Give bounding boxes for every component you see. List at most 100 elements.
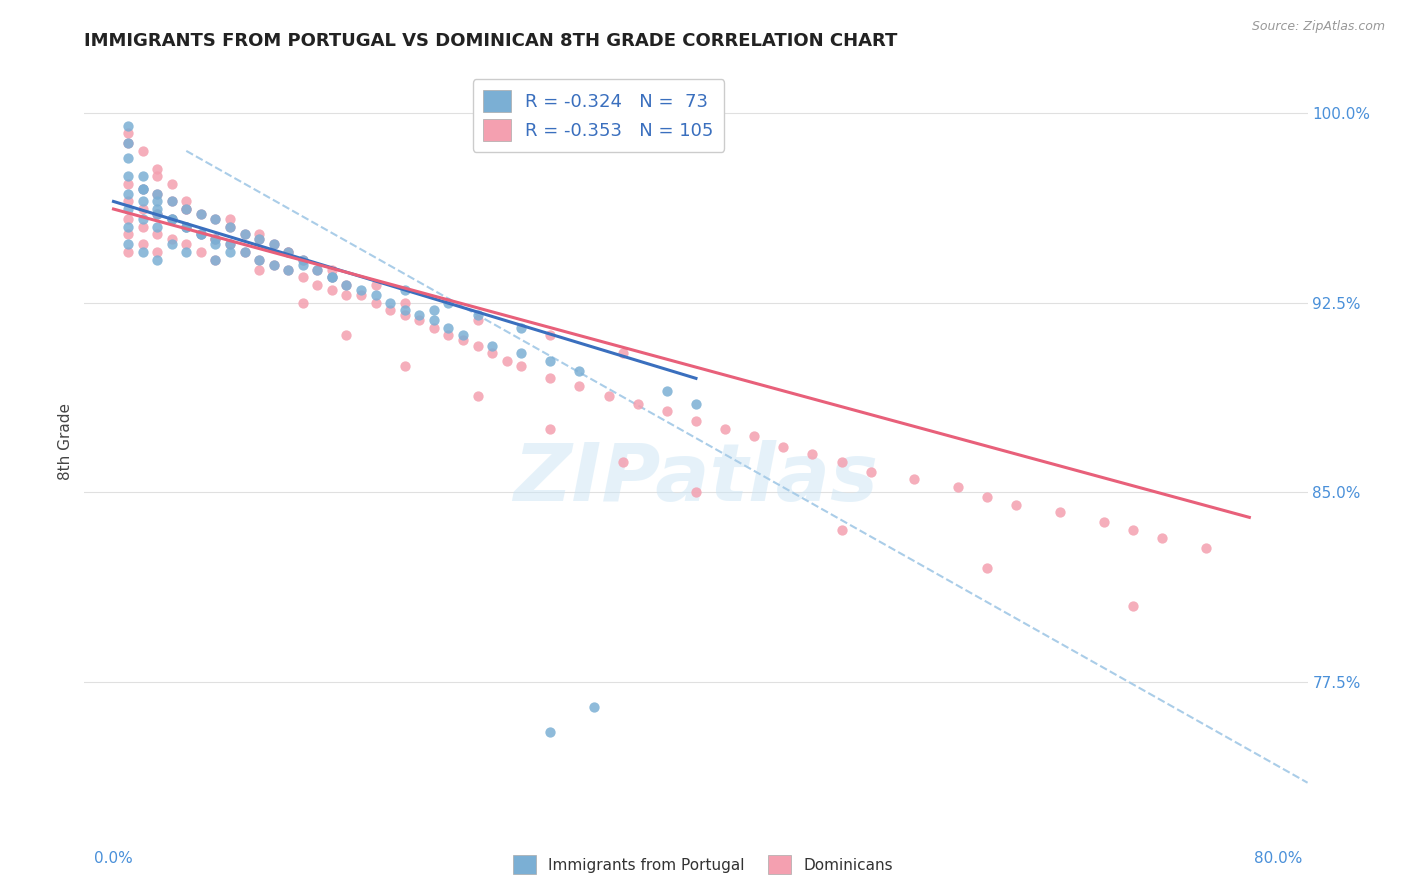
Point <box>538 328 561 343</box>
Point <box>467 313 489 327</box>
Point <box>946 480 969 494</box>
Point <box>117 169 139 184</box>
Point <box>174 237 197 252</box>
Point <box>174 219 197 234</box>
Point <box>1122 523 1144 537</box>
Point <box>160 232 183 246</box>
Point <box>291 270 314 285</box>
Point <box>394 303 416 318</box>
Point <box>247 232 270 246</box>
Point <box>160 194 183 209</box>
Point <box>117 202 139 216</box>
Point <box>277 245 299 260</box>
Point <box>321 270 343 285</box>
Point <box>219 212 242 227</box>
Point <box>307 262 329 277</box>
Point <box>117 212 139 227</box>
Point <box>335 328 357 343</box>
Point <box>190 207 212 221</box>
Point <box>146 227 169 242</box>
Point <box>204 232 226 246</box>
Point <box>335 277 357 292</box>
Point <box>277 245 299 260</box>
Legend: R = -0.324   N =  73, R = -0.353   N = 105: R = -0.324 N = 73, R = -0.353 N = 105 <box>472 79 724 152</box>
Point <box>146 207 169 221</box>
Point <box>146 186 169 201</box>
Point <box>437 295 460 310</box>
Point <box>174 219 197 234</box>
Point <box>321 270 343 285</box>
Point <box>190 245 212 260</box>
Point <box>219 219 242 234</box>
Point <box>685 414 707 428</box>
Point <box>291 258 314 272</box>
Point <box>510 359 533 373</box>
Point <box>204 212 226 227</box>
Point <box>495 353 517 368</box>
Point <box>131 169 153 184</box>
Point <box>160 237 183 252</box>
Point <box>423 303 446 318</box>
Point <box>190 227 212 242</box>
Point <box>131 194 153 209</box>
Point <box>233 227 256 242</box>
Point <box>321 262 343 277</box>
Point <box>204 252 226 267</box>
Point <box>568 379 591 393</box>
Point <box>467 389 489 403</box>
Point <box>160 212 183 227</box>
Point <box>408 308 430 322</box>
Point <box>903 473 925 487</box>
Point <box>831 455 853 469</box>
Point <box>146 194 169 209</box>
Point <box>655 384 678 398</box>
Point <box>685 397 707 411</box>
Point <box>1092 516 1115 530</box>
Point <box>117 136 139 151</box>
Point <box>598 389 620 403</box>
Point <box>291 295 314 310</box>
Point <box>117 136 139 151</box>
Point <box>1150 531 1173 545</box>
Point <box>437 320 460 334</box>
Point <box>481 338 503 352</box>
Point <box>277 245 299 260</box>
Text: Source: ZipAtlas.com: Source: ZipAtlas.com <box>1251 20 1385 33</box>
Text: IMMIGRANTS FROM PORTUGAL VS DOMINICAN 8TH GRADE CORRELATION CHART: IMMIGRANTS FROM PORTUGAL VS DOMINICAN 8T… <box>84 32 898 50</box>
Point <box>685 485 707 500</box>
Point <box>277 262 299 277</box>
Point <box>131 182 153 196</box>
Point <box>174 219 197 234</box>
Point <box>714 422 737 436</box>
Point <box>321 270 343 285</box>
Point <box>335 288 357 302</box>
Point <box>291 252 314 267</box>
Point <box>481 346 503 360</box>
Point <box>117 126 139 140</box>
Point <box>160 212 183 227</box>
Point <box>146 219 169 234</box>
Point <box>174 194 197 209</box>
Point <box>350 283 373 297</box>
Point <box>117 119 139 133</box>
Point <box>247 252 270 267</box>
Point <box>190 207 212 221</box>
Point <box>131 182 153 196</box>
Point <box>233 227 256 242</box>
Point <box>612 346 634 360</box>
Text: ZIPatlas: ZIPatlas <box>513 441 879 518</box>
Point <box>277 262 299 277</box>
Point <box>321 283 343 297</box>
Point <box>437 328 460 343</box>
Point <box>131 144 153 158</box>
Point <box>976 561 998 575</box>
Point <box>131 212 153 227</box>
Point <box>742 429 765 443</box>
Text: 0.0%: 0.0% <box>94 851 132 866</box>
Point <box>174 245 197 260</box>
Point <box>146 186 169 201</box>
Point <box>350 288 373 302</box>
Point <box>583 700 606 714</box>
Point <box>423 320 446 334</box>
Point <box>219 237 242 252</box>
